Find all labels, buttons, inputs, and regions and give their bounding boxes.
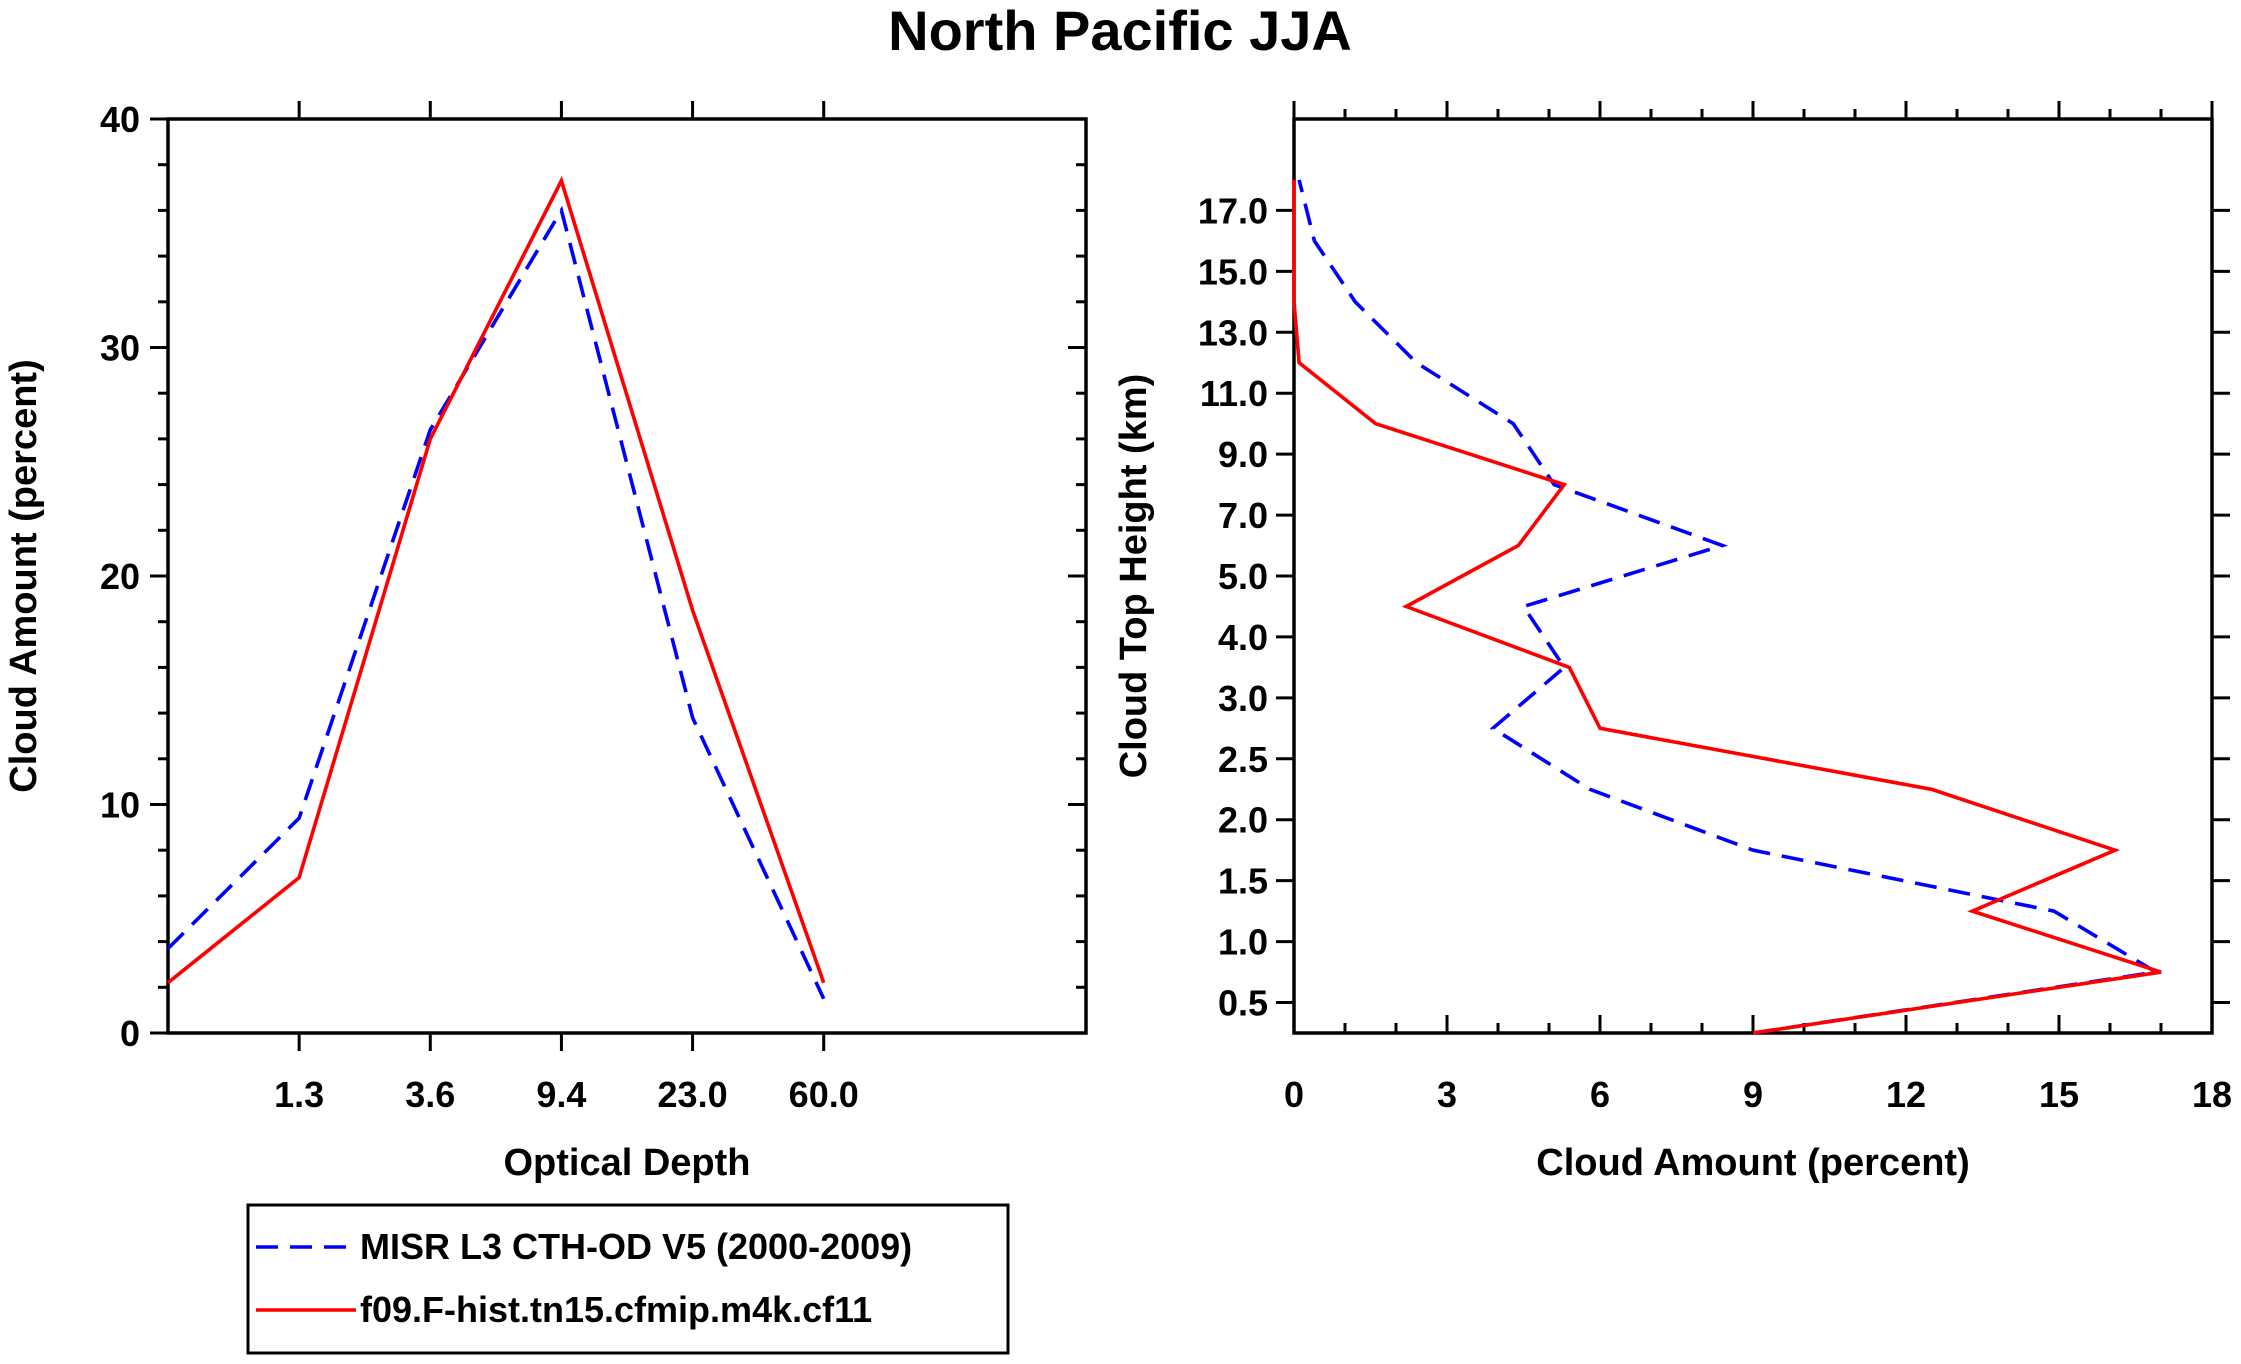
right-y-tick-label: 17.0 xyxy=(1198,190,1268,231)
left-x-tick-label: 60.0 xyxy=(789,1074,859,1115)
right-x-axis-label: Cloud Amount (percent) xyxy=(1536,1142,1969,1184)
right-x-tick-label: 18 xyxy=(2192,1074,2232,1115)
left-ticks xyxy=(150,101,1086,1051)
left-y-tick-label: 0 xyxy=(120,1013,140,1054)
right-y-tick-label: 7.0 xyxy=(1218,495,1268,536)
left-panel: 0 10 20 30 40 1.3 3.6 9.4 23.0 60.0 Optical Depth… xyxy=(3,99,1088,1184)
right-ticks xyxy=(1276,101,2230,1033)
right-panel: 0 3 6 9 12 15 18 0.5 1.0 1.5 2.0 2.5 3.0 4.0 5.0 7.0 9.0… xyxy=(1113,101,2232,1184)
right-y-tick-label: 1.5 xyxy=(1218,861,1268,902)
right-y-tick-label: 9.0 xyxy=(1218,434,1268,475)
chart-title: North Pacific JJA xyxy=(888,0,1352,62)
left-y-axis-label: Cloud Amount (percent) xyxy=(3,359,45,792)
right-x-tick-label: 0 xyxy=(1284,1074,1304,1115)
legend-label-misr: MISR L3 CTH-OD V5 (2000-2009) xyxy=(360,1226,912,1267)
left-x-tick-label: 23.0 xyxy=(658,1074,728,1115)
right-x-tick-label: 15 xyxy=(2039,1074,2079,1115)
right-plot-frame xyxy=(1292,117,2214,1035)
right-y-tick-label: 13.0 xyxy=(1198,312,1268,353)
left-y-tick-label: 40 xyxy=(100,99,140,140)
left-y-tick-label: 10 xyxy=(100,785,140,826)
left-plot-frame xyxy=(166,117,1088,1035)
legend: MISR L3 CTH-OD V5 (2000-2009) f09.F-hist… xyxy=(246,1203,1010,1355)
right-y-tick-label: 0.5 xyxy=(1218,983,1268,1024)
right-y-tick-label: 2.5 xyxy=(1218,739,1268,780)
right-y-tick-label: 1.0 xyxy=(1218,922,1268,963)
left-x-tick-label: 3.6 xyxy=(405,1074,455,1115)
right-y-tick-label: 3.0 xyxy=(1218,678,1268,719)
right-x-tick-label: 6 xyxy=(1590,1074,1610,1115)
left-x-tick-label: 1.3 xyxy=(274,1074,324,1115)
right-y-tick-label: 2.0 xyxy=(1218,800,1268,841)
left-tick-labels: 0 10 20 30 40 1.3 3.6 9.4 23.0 60.0 xyxy=(100,99,859,1115)
legend-label-model: f09.F-hist.tn15.cfmip.m4k.cf11 xyxy=(360,1289,872,1330)
legend-box xyxy=(246,1203,1010,1355)
left-series-line-model xyxy=(166,175,826,985)
right-tick-labels: 0 3 6 9 12 15 18 0.5 1.0 1.5 2.0 2.5 3.0 4.0 5.0 7.0 9.0… xyxy=(1198,190,2232,1115)
right-y-tick-label: 11.0 xyxy=(1200,373,1268,414)
right-y-axis-label: Cloud Top Height (km) xyxy=(1113,374,1155,779)
right-x-tick-label: 12 xyxy=(1886,1074,1926,1115)
left-x-axis-label: Optical Depth xyxy=(503,1142,750,1184)
right-series-line-misr xyxy=(1297,179,2162,1035)
left-series-line-misr xyxy=(166,205,826,1000)
right-x-tick-label: 9 xyxy=(1743,1074,1763,1115)
right-series-line-model xyxy=(1292,179,2162,1035)
right-y-tick-label: 5.0 xyxy=(1218,556,1268,597)
right-y-tick-label: 15.0 xyxy=(1198,251,1268,292)
right-x-tick-label: 3 xyxy=(1437,1074,1457,1115)
left-series xyxy=(166,175,826,1000)
right-y-tick-label: 4.0 xyxy=(1218,617,1268,658)
right-series xyxy=(1292,179,2162,1035)
left-y-tick-label: 30 xyxy=(100,328,140,369)
left-y-tick-label: 20 xyxy=(100,556,140,597)
left-x-tick-label: 9.4 xyxy=(536,1074,586,1115)
